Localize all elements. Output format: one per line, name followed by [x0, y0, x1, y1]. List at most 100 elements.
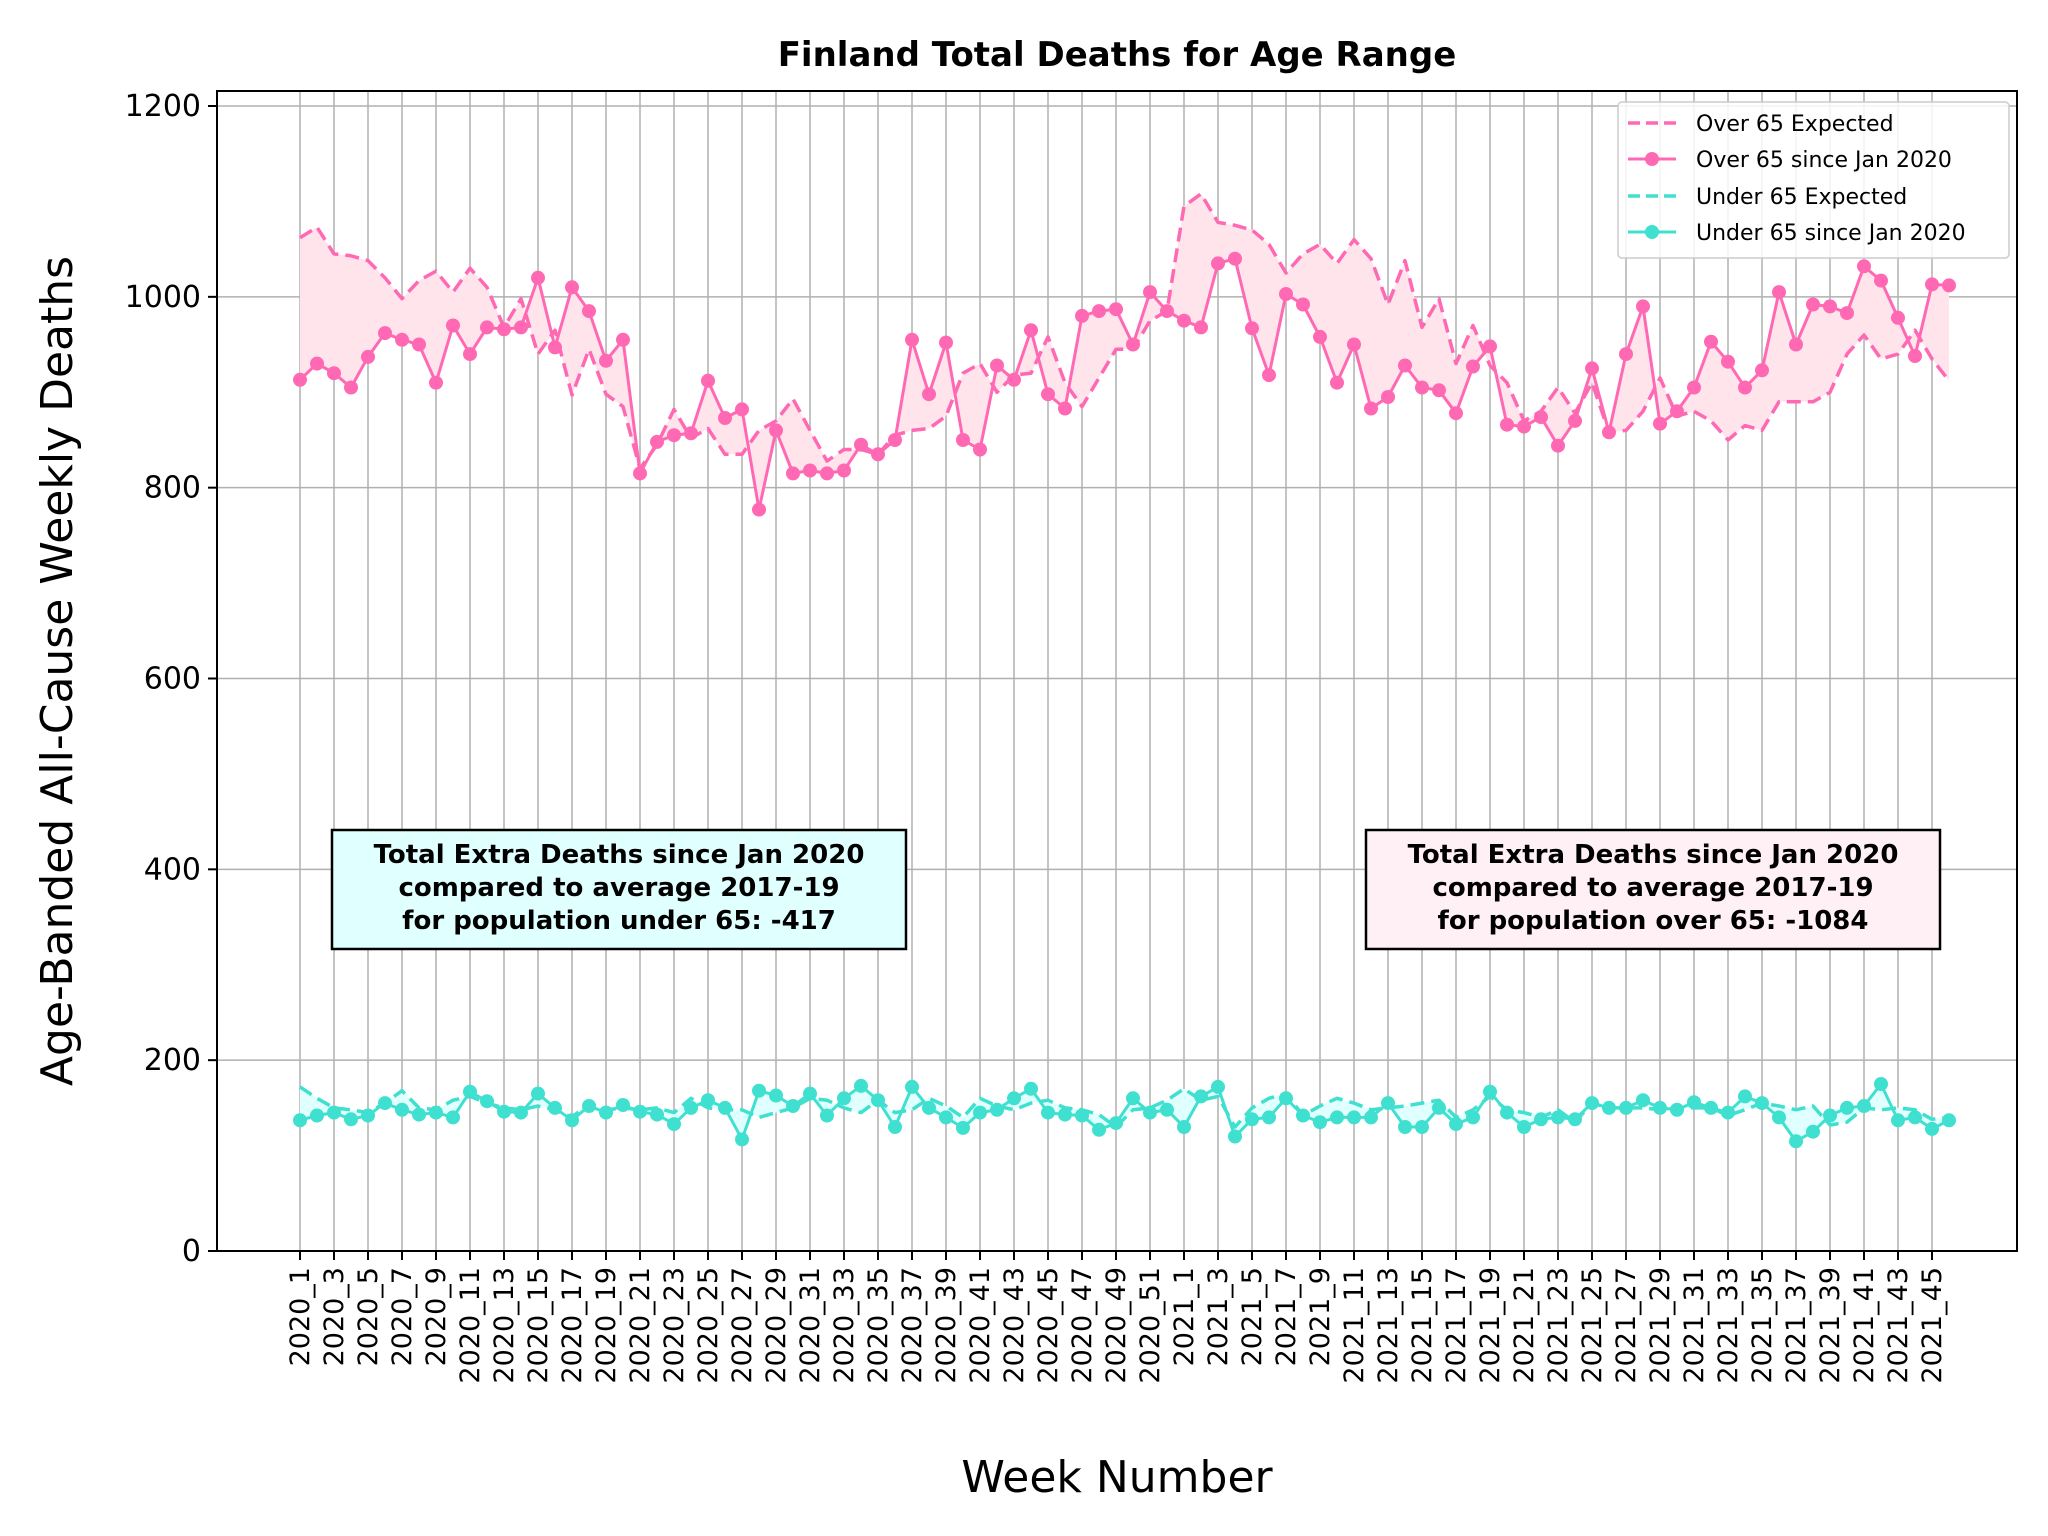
- x-tick-label: 2020_31: [795, 1267, 826, 1384]
- point-over-65-actual: [1432, 383, 1446, 398]
- point-under-65-actual: [412, 1107, 426, 1122]
- x-tick-label: 2021_5: [1237, 1267, 1268, 1366]
- point-over-65-actual: [1024, 323, 1038, 338]
- annotation-under-65-line-1: Total Extra Deaths since Jan 2020: [374, 840, 865, 870]
- x-tick-label: 2021_41: [1849, 1267, 1880, 1384]
- point-over-65-actual: [1228, 251, 1242, 266]
- point-under-65-actual: [1840, 1100, 1854, 1115]
- point-over-65-actual: [1143, 285, 1157, 300]
- point-under-65-actual: [1551, 1110, 1565, 1125]
- point-over-65-actual: [735, 402, 749, 417]
- legend-label-over-65-actual: Over 65 since Jan 2020: [1696, 148, 1952, 173]
- point-under-65-actual: [531, 1086, 545, 1101]
- point-under-65-actual: [293, 1113, 307, 1128]
- point-under-65-actual: [378, 1096, 392, 1111]
- point-under-65-actual: [1109, 1116, 1123, 1131]
- annotation-under-65: Total Extra Deaths since Jan 2020 compar…: [330, 828, 908, 951]
- annotation-under-65-line-2: compared to average 2017-19: [398, 873, 839, 903]
- point-under-65-actual: [752, 1083, 766, 1098]
- x-tick-label: 2021_31: [1679, 1267, 1710, 1384]
- point-over-65-actual: [1755, 363, 1769, 378]
- point-under-65-actual: [361, 1108, 375, 1123]
- point-under-65-actual: [1517, 1120, 1531, 1134]
- x-tick-label: 2021_23: [1543, 1267, 1574, 1384]
- point-under-65-actual: [871, 1093, 885, 1108]
- point-under-65-actual: [990, 1102, 1004, 1117]
- point-under-65-actual: [344, 1112, 358, 1127]
- point-over-65-actual: [854, 437, 868, 452]
- y-tick-label: 400: [144, 852, 201, 887]
- point-under-65-actual: [1177, 1120, 1191, 1134]
- annotation-over-65-line-3: for population over 65: -1084: [1438, 906, 1869, 936]
- x-tick-label: 2020_41: [965, 1267, 996, 1384]
- annotation-box-under-65: [330, 828, 908, 951]
- point-over-65-actual: [1313, 329, 1327, 344]
- x-tick-label: 2021_13: [1373, 1267, 1404, 1384]
- point-under-65-actual: [310, 1108, 324, 1123]
- point-over-65-actual: [1160, 304, 1174, 319]
- point-over-65-actual: [1670, 404, 1684, 419]
- point-under-65-actual: [1466, 1110, 1480, 1125]
- point-over-65-actual: [531, 270, 545, 285]
- point-over-65-actual: [1602, 425, 1616, 440]
- point-under-65-actual: [1908, 1110, 1922, 1125]
- y-tick-label: 1000: [125, 280, 201, 315]
- point-over-65-actual: [378, 326, 392, 341]
- point-under-65-actual: [429, 1105, 443, 1120]
- point-over-65-actual: [888, 433, 902, 447]
- x-tick-label: 2021_1: [1169, 1267, 1200, 1366]
- point-under-65-actual: [1228, 1129, 1242, 1144]
- x-tick-label: 2021_29: [1645, 1267, 1676, 1384]
- point-under-65-actual: [1245, 1112, 1259, 1127]
- point-under-65-actual: [1687, 1095, 1701, 1110]
- chart-title: Finland Total Deaths for Age Range: [778, 35, 1457, 75]
- point-under-65-actual: [922, 1100, 936, 1115]
- point-under-65-actual: [514, 1105, 528, 1120]
- point-over-65-actual: [582, 304, 596, 319]
- point-under-65-actual: [582, 1099, 596, 1113]
- point-over-65-actual: [1942, 278, 1956, 293]
- legend-label-under-65-actual: Under 65 since Jan 2020: [1696, 221, 1966, 246]
- point-over-65-actual: [446, 318, 460, 333]
- point-over-65-actual: [463, 347, 477, 362]
- point-under-65-actual: [446, 1110, 460, 1125]
- point-over-65-actual: [1619, 347, 1633, 362]
- y-tick-label: 1200: [125, 89, 201, 124]
- point-over-65-actual: [650, 434, 664, 449]
- annotation-under-65-line-3: for population under 65: -417: [402, 906, 836, 936]
- x-tick-label: 2020_29: [761, 1267, 792, 1384]
- point-over-65-actual: [1568, 413, 1582, 428]
- point-under-65-actual: [837, 1091, 851, 1106]
- point-under-65-actual: [1211, 1079, 1225, 1094]
- x-tick-label: 2020_23: [659, 1267, 690, 1384]
- point-over-65-actual: [1279, 287, 1293, 301]
- x-tick-label: 2020_5: [353, 1267, 384, 1366]
- x-axis-ticks: 2020_1 2020_3 2020_5 2020_7 2020_9 2020_11 202…: [285, 1251, 1948, 1384]
- point-over-65-actual: [1534, 410, 1548, 425]
- point-over-65-actual: [1857, 259, 1871, 274]
- x-tick-label: 2020_37: [897, 1267, 928, 1384]
- point-over-65-actual: [667, 428, 681, 443]
- point-over-65-actual: [1721, 354, 1735, 369]
- point-under-65-actual: [1806, 1124, 1820, 1139]
- point-under-65-actual: [1126, 1091, 1140, 1106]
- point-over-65-actual: [1483, 339, 1497, 354]
- point-over-65-actual: [1551, 438, 1565, 453]
- point-under-65-actual: [1891, 1113, 1905, 1128]
- x-tick-label: 2021_45: [1917, 1267, 1948, 1384]
- point-over-65-actual: [497, 322, 511, 337]
- legend-marker-over-65-actual: [1645, 152, 1659, 166]
- point-under-65-actual: [1585, 1096, 1599, 1111]
- point-under-65-actual: [803, 1086, 817, 1101]
- point-under-65-actual: [1296, 1108, 1310, 1123]
- point-under-65-actual: [701, 1093, 715, 1108]
- point-under-65-actual: [667, 1117, 681, 1132]
- point-over-65-actual: [1823, 299, 1837, 314]
- point-over-65-actual: [1908, 349, 1922, 363]
- x-tick-label: 2021_15: [1407, 1267, 1438, 1384]
- point-under-65-actual: [1925, 1121, 1939, 1136]
- x-tick-label: 2021_43: [1883, 1267, 1914, 1384]
- point-under-65-actual: [888, 1120, 902, 1134]
- point-over-65-actual: [1109, 302, 1123, 317]
- point-under-65-actual: [718, 1100, 732, 1115]
